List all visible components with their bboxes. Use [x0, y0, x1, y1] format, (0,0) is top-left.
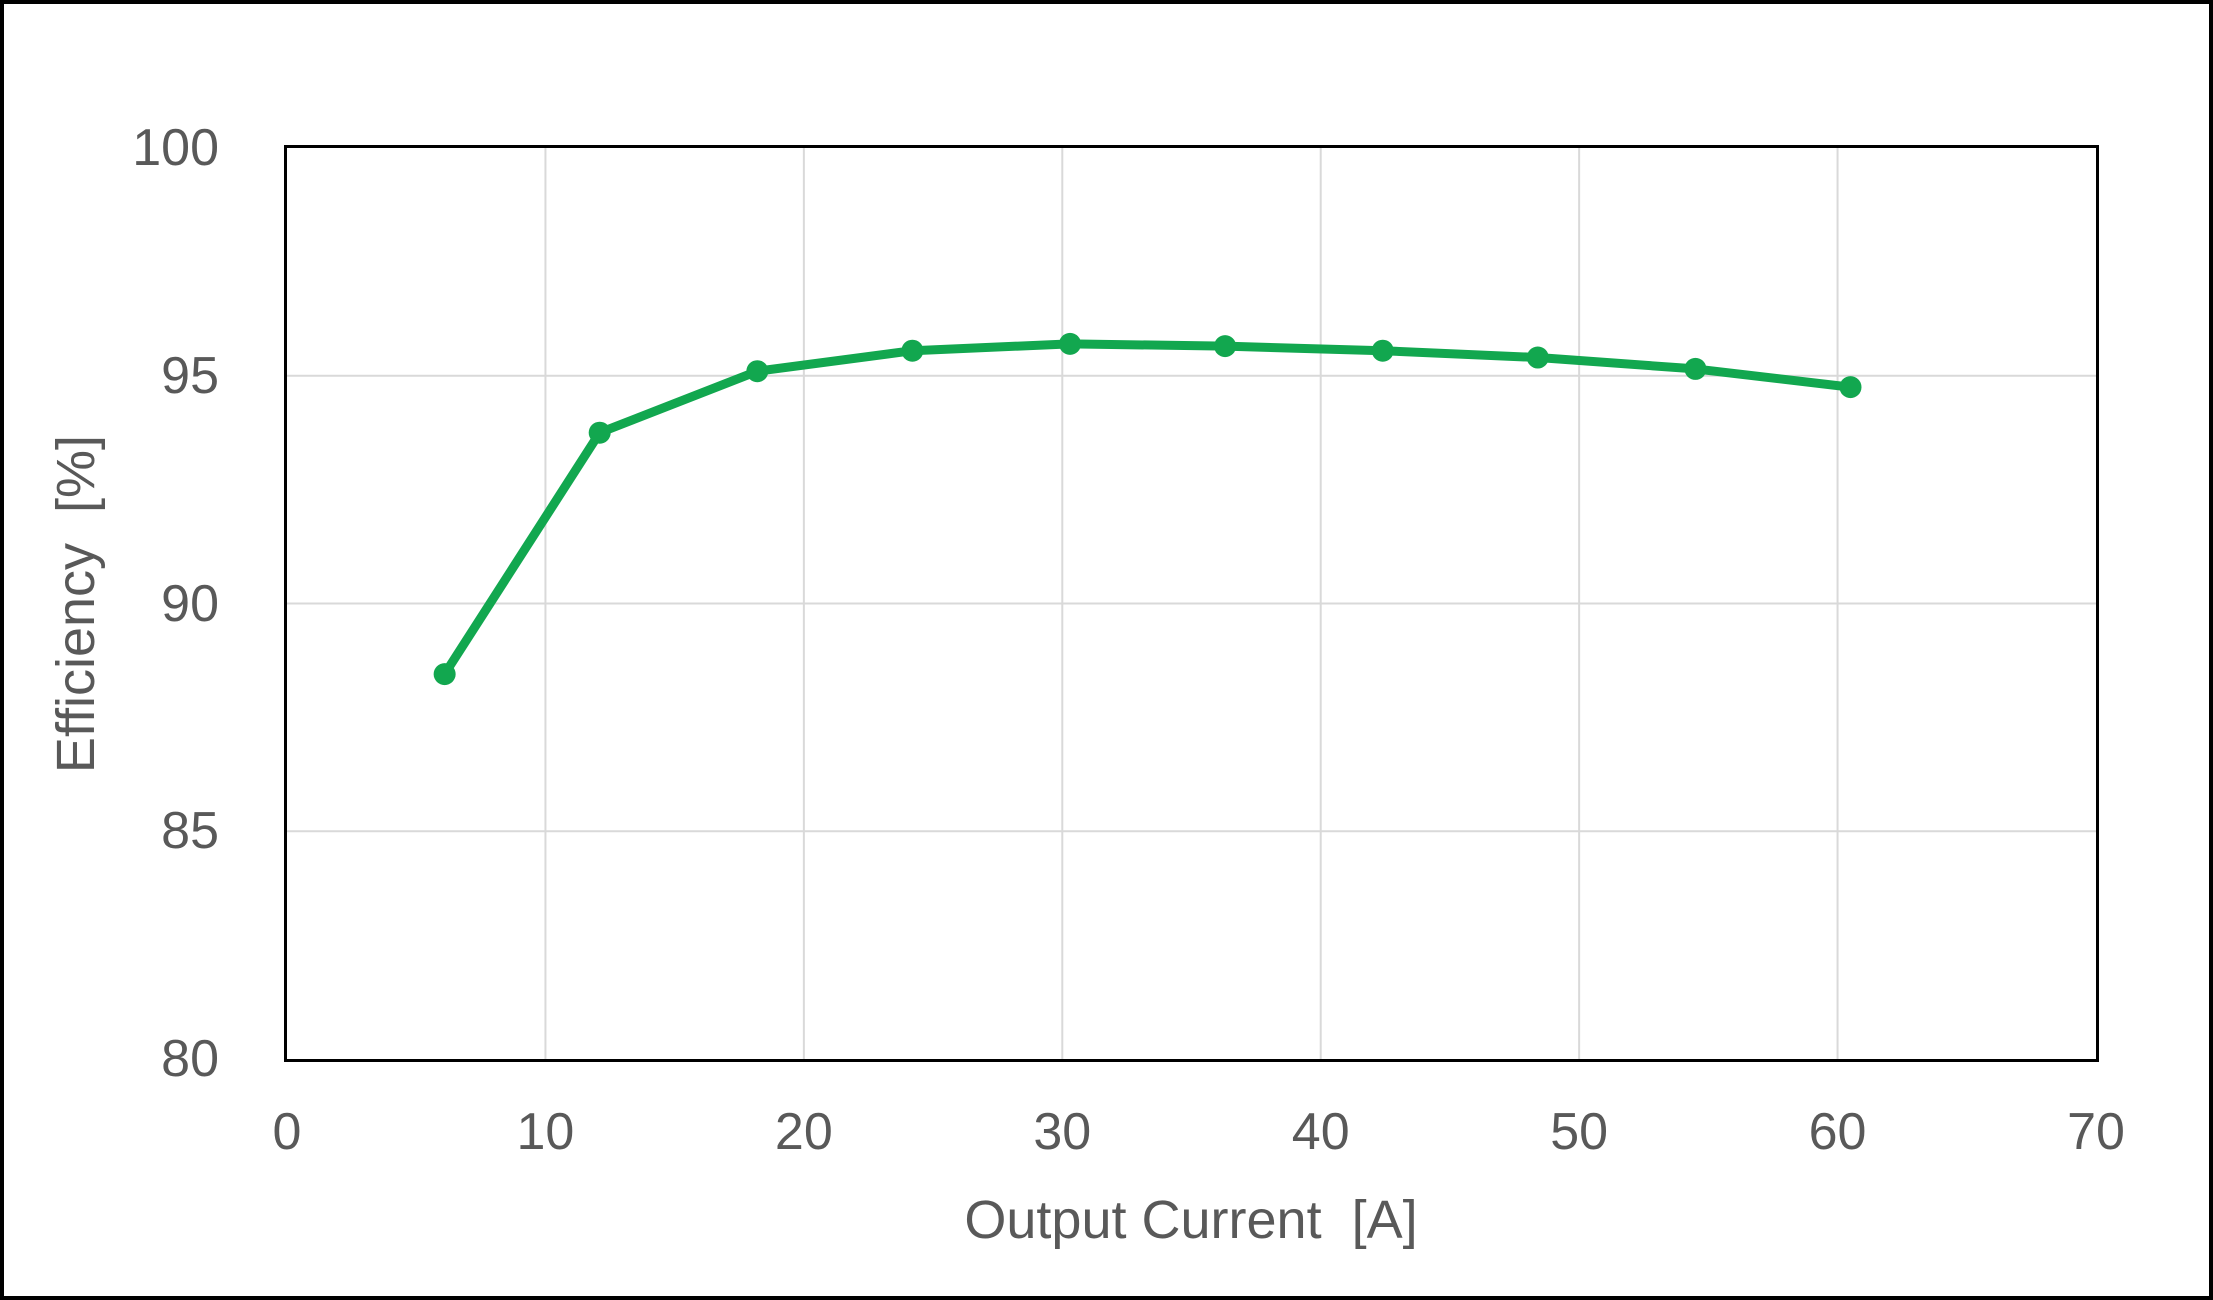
- series-line: [440, 339, 1855, 679]
- y-tick-label: 100: [132, 119, 219, 177]
- data-point-marker: [746, 360, 769, 383]
- data-point-marker: [1839, 376, 1862, 399]
- data-point-marker: [901, 339, 924, 362]
- data-point-marker: [1684, 357, 1707, 380]
- data-point-marker: [588, 421, 611, 444]
- y-axis-title: Efficiency [%]: [46, 434, 106, 774]
- x-tick-label: 70: [2067, 1103, 2125, 1161]
- x-tick-label: 40: [1291, 1103, 1350, 1161]
- y-tick-label: 95: [161, 346, 219, 405]
- chart-canvas: [287, 148, 2096, 1059]
- x-tick-label: 30: [1033, 1103, 1092, 1161]
- x-tick-label: 50: [1550, 1103, 1609, 1161]
- x-axis-title: Output Current [A]: [964, 1190, 1418, 1250]
- x-tick-label: 10: [516, 1103, 575, 1161]
- y-tick-label: 85: [161, 802, 219, 861]
- y-tick-label: 90: [161, 574, 219, 633]
- data-point-marker: [1059, 332, 1082, 355]
- data-point-marker: [1526, 346, 1549, 369]
- x-tick-label: 20: [774, 1103, 833, 1161]
- data-point-marker: [1214, 335, 1237, 358]
- data-point-marker: [1371, 339, 1394, 362]
- x-tick-label: 60: [1808, 1103, 1867, 1161]
- data-point-marker: [433, 663, 456, 686]
- x-tick-label: 0: [272, 1103, 302, 1161]
- y-tick-label: 80: [161, 1030, 219, 1088]
- plot-area: [284, 145, 2099, 1062]
